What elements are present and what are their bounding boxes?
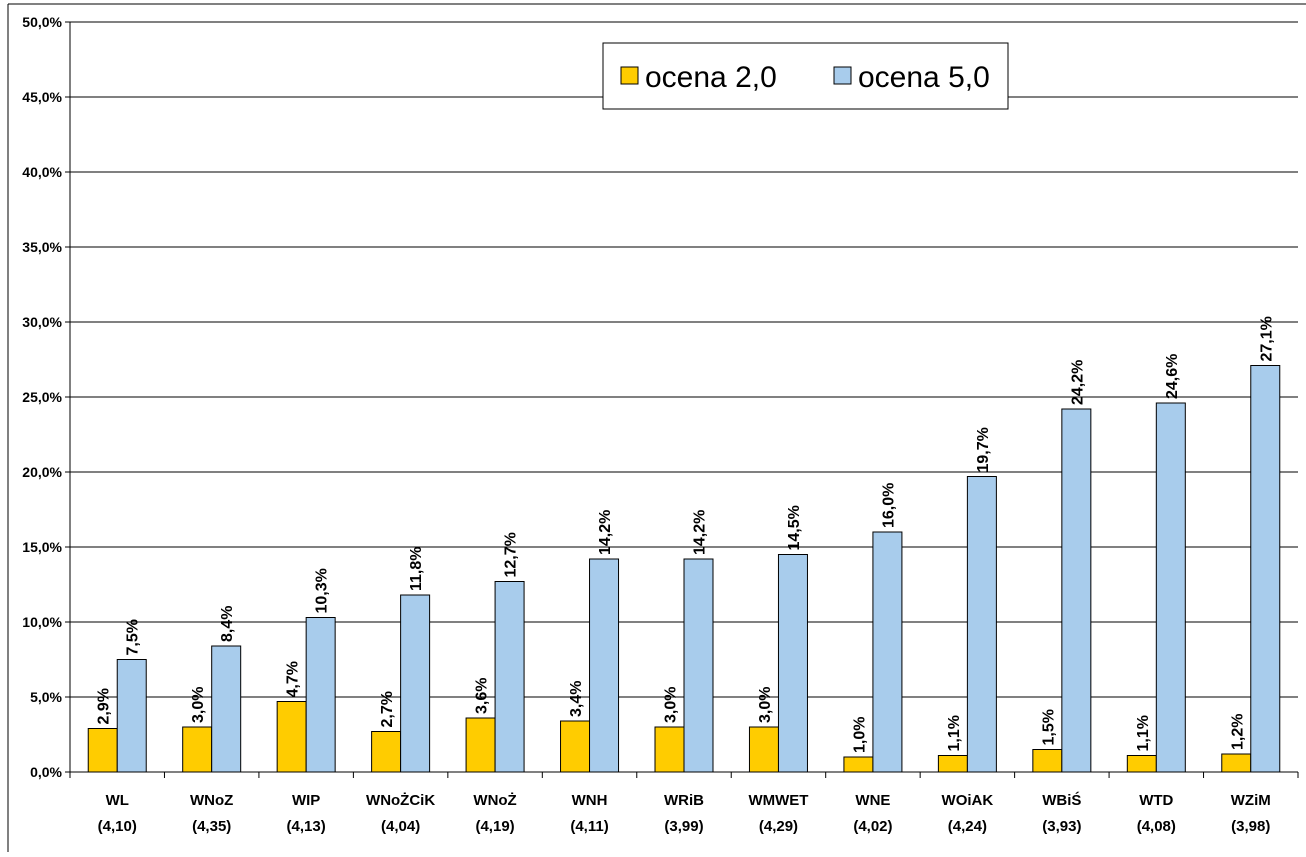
x-tick-label: WRiB [664, 792, 704, 809]
legend-label-ocena-5: ocena 5,0 [858, 61, 990, 94]
y-tick-label: 25,0% [22, 389, 62, 405]
data-label: 1,2% [1229, 714, 1246, 750]
data-label: 2,9% [96, 688, 113, 724]
bar-ocena-5 [305, 617, 336, 773]
x-tick-label: WOiAK [942, 792, 994, 809]
y-tick-label: 10,0% [22, 614, 62, 630]
data-label: 1,1% [1135, 715, 1152, 751]
bar-ocena-5 [683, 558, 714, 773]
x-tick-label: WZiM [1231, 792, 1271, 809]
x-tick-label: WNoŻCiK [366, 792, 435, 809]
data-label: 24,6% [1164, 354, 1181, 399]
data-label: 2,7% [379, 691, 396, 727]
x-tick-sublabel: (4,02) [853, 818, 892, 835]
bar-ocena-2 [182, 726, 213, 773]
x-tick-sublabel: (4,24) [948, 818, 987, 835]
x-tick-label: WNoŻ [473, 792, 516, 809]
data-label: 24,2% [1069, 360, 1086, 405]
x-tick-label: WNE [855, 792, 890, 809]
data-label: 4,7% [285, 661, 302, 697]
x-tick-label: WBiŚ [1042, 791, 1081, 809]
x-tick-sublabel: (4,10) [98, 818, 137, 835]
x-tick-sublabel: (4,13) [287, 818, 326, 835]
y-tick-label: 5,0% [30, 689, 62, 705]
x-tick-sublabel: (4,29) [759, 818, 798, 835]
bar-ocena-2 [843, 756, 874, 773]
y-tick-label: 50,0% [22, 14, 62, 30]
bar-ocena-5 [589, 558, 620, 773]
bar-ocena-2 [1032, 749, 1063, 773]
data-label: 7,5% [125, 619, 142, 655]
bar-ocena-5 [872, 531, 903, 773]
data-label: 1,0% [851, 717, 868, 753]
data-label: 1,1% [946, 715, 963, 751]
y-tick-label: 45,0% [22, 89, 62, 105]
data-label: 3,0% [663, 687, 680, 723]
bar-ocena-2 [1126, 755, 1157, 773]
y-tick-label: 40,0% [22, 164, 62, 180]
bar-ocena-5 [1061, 408, 1092, 773]
data-label: 3,0% [190, 687, 207, 723]
data-label: 3,0% [757, 687, 774, 723]
bar-ocena-5 [494, 581, 525, 773]
data-label: 19,7% [975, 427, 992, 472]
bar-ocena-5 [1250, 365, 1281, 773]
data-label: 1,5% [1040, 709, 1057, 745]
bar-ocena-2 [937, 755, 968, 773]
bar-ocena-5 [1155, 402, 1186, 773]
data-label: 8,4% [219, 606, 236, 642]
data-label: 12,7% [503, 532, 520, 577]
data-label: 14,5% [786, 505, 803, 550]
x-tick-sublabel: (4,35) [192, 818, 231, 835]
x-tick-sublabel: (4,08) [1137, 818, 1176, 835]
data-label: 14,2% [597, 510, 614, 555]
legend-swatch-ocena-2 [620, 66, 639, 85]
x-tick-sublabel: (3,93) [1042, 818, 1081, 835]
data-label: 3,4% [568, 681, 585, 717]
y-tick-label: 15,0% [22, 539, 62, 555]
bar-ocena-5 [777, 554, 808, 773]
bar-ocena-2 [371, 731, 402, 773]
bar-ocena-2 [560, 720, 591, 773]
x-tick-label: WMWET [748, 792, 808, 809]
x-tick-label: WNoZ [190, 792, 233, 809]
data-label: 27,1% [1258, 316, 1275, 361]
data-label: 3,6% [474, 678, 491, 714]
data-label: 10,3% [314, 568, 331, 613]
x-tick-label: WIP [292, 792, 320, 809]
legend-box [602, 42, 1009, 110]
x-tick-label: WL [106, 792, 129, 809]
y-tick-label: 0,0% [30, 764, 62, 780]
x-tick-sublabel: (3,99) [664, 818, 703, 835]
legend-label-ocena-2: ocena 2,0 [645, 61, 777, 94]
data-label: 14,2% [692, 510, 709, 555]
bar-ocena-5 [400, 594, 431, 773]
x-tick-label: WTD [1139, 792, 1173, 809]
bar-ocena-2 [1221, 753, 1252, 773]
bar-ocena-5 [116, 659, 147, 773]
legend-swatch-ocena-5 [833, 66, 852, 85]
bar-ocena-2 [465, 717, 496, 773]
y-tick-label: 30,0% [22, 314, 62, 330]
bar-ocena-2 [654, 726, 685, 773]
data-label: 11,8% [408, 547, 425, 591]
x-tick-sublabel: (4,19) [475, 818, 514, 835]
x-tick-sublabel: (4,04) [381, 818, 420, 835]
y-tick-label: 35,0% [22, 239, 62, 255]
x-tick-sublabel: (3,98) [1231, 818, 1270, 835]
y-tick-label: 20,0% [22, 464, 62, 480]
bar-ocena-2 [748, 726, 779, 773]
bar-ocena-5 [966, 476, 997, 773]
bar-ocena-2 [87, 728, 118, 773]
x-tick-sublabel: (4,11) [570, 818, 608, 835]
x-tick-label: WNH [572, 792, 608, 809]
data-label: 16,0% [880, 483, 897, 528]
bar-ocena-5 [211, 645, 242, 773]
bar-ocena-2 [276, 701, 307, 773]
